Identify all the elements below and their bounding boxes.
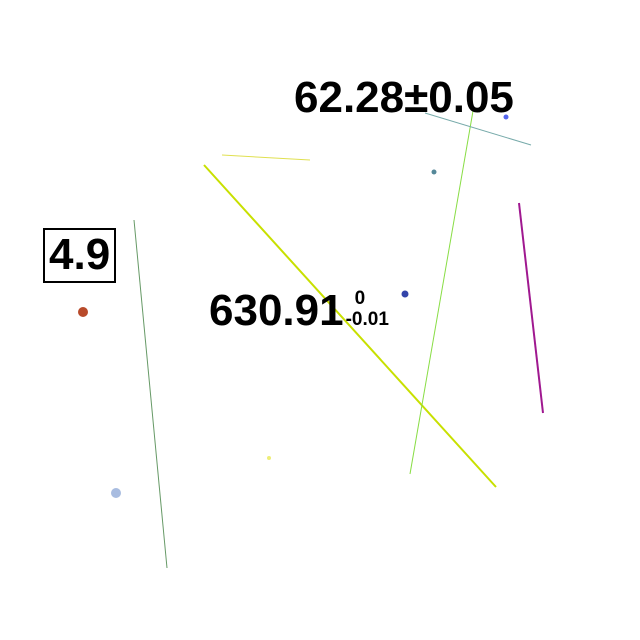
line-pale-yellow-short bbox=[221, 154, 311, 161]
boxed-label: 4.9 bbox=[43, 228, 117, 283]
line-grass-green bbox=[409, 110, 474, 475]
asymmetric-upper: 0 bbox=[354, 288, 366, 309]
dot-navy bbox=[401, 290, 409, 298]
line-purple bbox=[518, 202, 544, 414]
dot-rust bbox=[78, 307, 88, 317]
asymmetric-lower: -0.01 bbox=[345, 309, 389, 330]
dot-blue bbox=[503, 114, 509, 120]
plus-minus-label: 62.28±0.05 bbox=[294, 73, 514, 122]
dot-yellow bbox=[267, 456, 271, 460]
line-teal-gray bbox=[424, 112, 532, 146]
line-yellow-green-diagonal bbox=[203, 164, 497, 488]
asymmetric-label: 630.91 0 -0.01 bbox=[209, 289, 389, 333]
dot-teal bbox=[431, 169, 437, 175]
asymmetric-value: 630.91 bbox=[209, 286, 344, 335]
line-dark-green bbox=[133, 219, 168, 569]
dot-light-blue bbox=[111, 488, 121, 498]
asymmetric-scripts: 0 -0.01 bbox=[346, 289, 389, 329]
